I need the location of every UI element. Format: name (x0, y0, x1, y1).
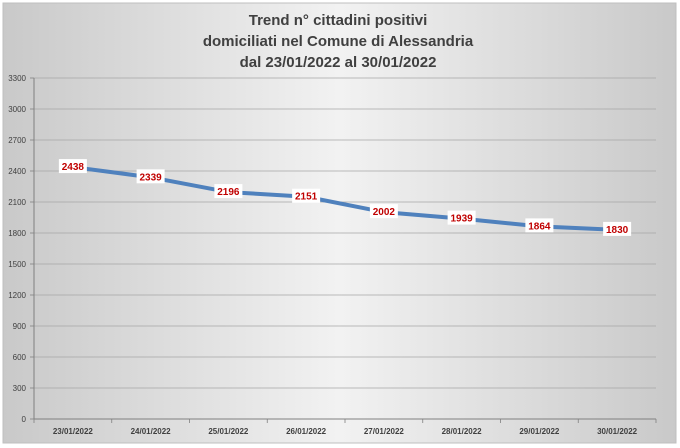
data-label-box (525, 218, 554, 233)
y-tick-label: 2400 (8, 167, 26, 176)
x-tick-label: 23/01/2022 (53, 427, 94, 436)
y-tick-label: 1800 (8, 229, 26, 238)
chart-title-line-2: domiciliati nel Comune di Alessandria (203, 33, 474, 50)
data-label-text: 2151 (295, 192, 318, 203)
data-label: 1864 (525, 218, 554, 233)
data-label-text: 2196 (217, 187, 240, 198)
data-label: 2002 (369, 204, 398, 219)
chart-title-line-1: Trend n° cittadini positivi (249, 12, 428, 29)
y-tick-label: 300 (13, 384, 27, 393)
data-labels: 2438 2339 2196 2151 2002 1939 1864 1830 (58, 159, 632, 236)
x-tick-label: 25/01/2022 (208, 427, 249, 436)
data-label-text: 1864 (528, 221, 551, 232)
y-tick-label: 3300 (8, 74, 26, 83)
y-tick-label: 2100 (8, 198, 26, 207)
y-tick-label: 900 (13, 322, 27, 331)
chart-background (2, 2, 677, 444)
x-axis-ticks: 23/01/2022 24/01/2022 25/01/2022 26/01/2022… (53, 427, 638, 436)
data-label-box (603, 221, 632, 236)
x-tick-label: 26/01/2022 (286, 427, 327, 436)
x-tick-label: 29/01/2022 (519, 427, 560, 436)
data-label-box (447, 210, 476, 225)
y-tick-label: 1500 (8, 260, 26, 269)
x-tick-label: 27/01/2022 (364, 427, 405, 436)
data-label-box (369, 204, 398, 219)
data-label: 2196 (214, 184, 243, 199)
data-label: 1830 (603, 221, 632, 236)
data-label-box (214, 184, 243, 199)
y-axis-ticks: 0 300 600 900 1200 1500 1800 2100 2400 2700 3000 33… (8, 74, 26, 424)
x-tick-label: 28/01/2022 (442, 427, 483, 436)
data-label-text: 1830 (606, 225, 629, 236)
data-label-box (292, 188, 321, 203)
data-label: 2339 (136, 169, 165, 184)
axes (30, 77, 657, 423)
y-tick-label: 2700 (8, 136, 26, 145)
y-tick-label: 3000 (8, 105, 26, 114)
data-label-text: 2438 (62, 162, 85, 173)
data-label: 2151 (292, 188, 321, 203)
x-tick-label: 30/01/2022 (597, 427, 638, 436)
chart-title: Trend n° cittadini positivi domiciliati … (203, 12, 474, 71)
y-tick-label: 0 (22, 415, 27, 424)
data-label-text: 2002 (373, 207, 396, 218)
data-label: 2438 (58, 159, 87, 174)
y-tick-label: 1200 (8, 291, 26, 300)
data-label-text: 1939 (451, 214, 474, 225)
chart-title-line-3: dal 23/01/2022 al 30/01/2022 (240, 54, 437, 71)
data-label-box (58, 159, 87, 174)
x-tick-label: 24/01/2022 (131, 427, 172, 436)
data-label-text: 2339 (140, 172, 163, 183)
data-label-box (136, 169, 165, 184)
y-tick-label: 600 (13, 353, 27, 362)
data-label: 1939 (447, 210, 476, 225)
